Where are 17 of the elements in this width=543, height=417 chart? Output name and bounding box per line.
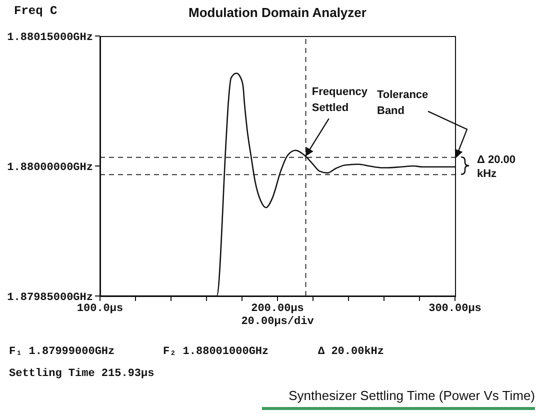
text: Δ 20.00 kHz: [477, 154, 516, 182]
x-tick-label: 200.00µs: [251, 302, 304, 315]
annotation: Frequency Settled: [312, 84, 369, 116]
x-tick-label: 100.0µs: [76, 302, 124, 315]
chart-title: Modulation Domain Analyzer: [188, 5, 368, 22]
annotation: Tolerance Band: [377, 88, 430, 120]
text: Δ 20.00kHz: [318, 346, 384, 360]
text: Settling Time 215.93µs: [9, 368, 154, 382]
y-axis-title: Freq C: [14, 4, 58, 19]
text: Synthesizer Settling Time (Power Vs Time): [288, 388, 535, 404]
y-tick-label: 1.88000000GHz: [7, 162, 93, 174]
text: F₁ 1.87999000GHz: [9, 346, 115, 360]
x-tick-label: 300.00µs: [428, 302, 482, 315]
y-tick-label: 1.87985000GHz: [7, 292, 93, 304]
text: F₂ 1.88001000GHz: [163, 346, 269, 360]
y-tick-label: 1.88015000GHz: [7, 32, 93, 44]
x-axis-title: 20.00µs/div: [240, 316, 315, 330]
